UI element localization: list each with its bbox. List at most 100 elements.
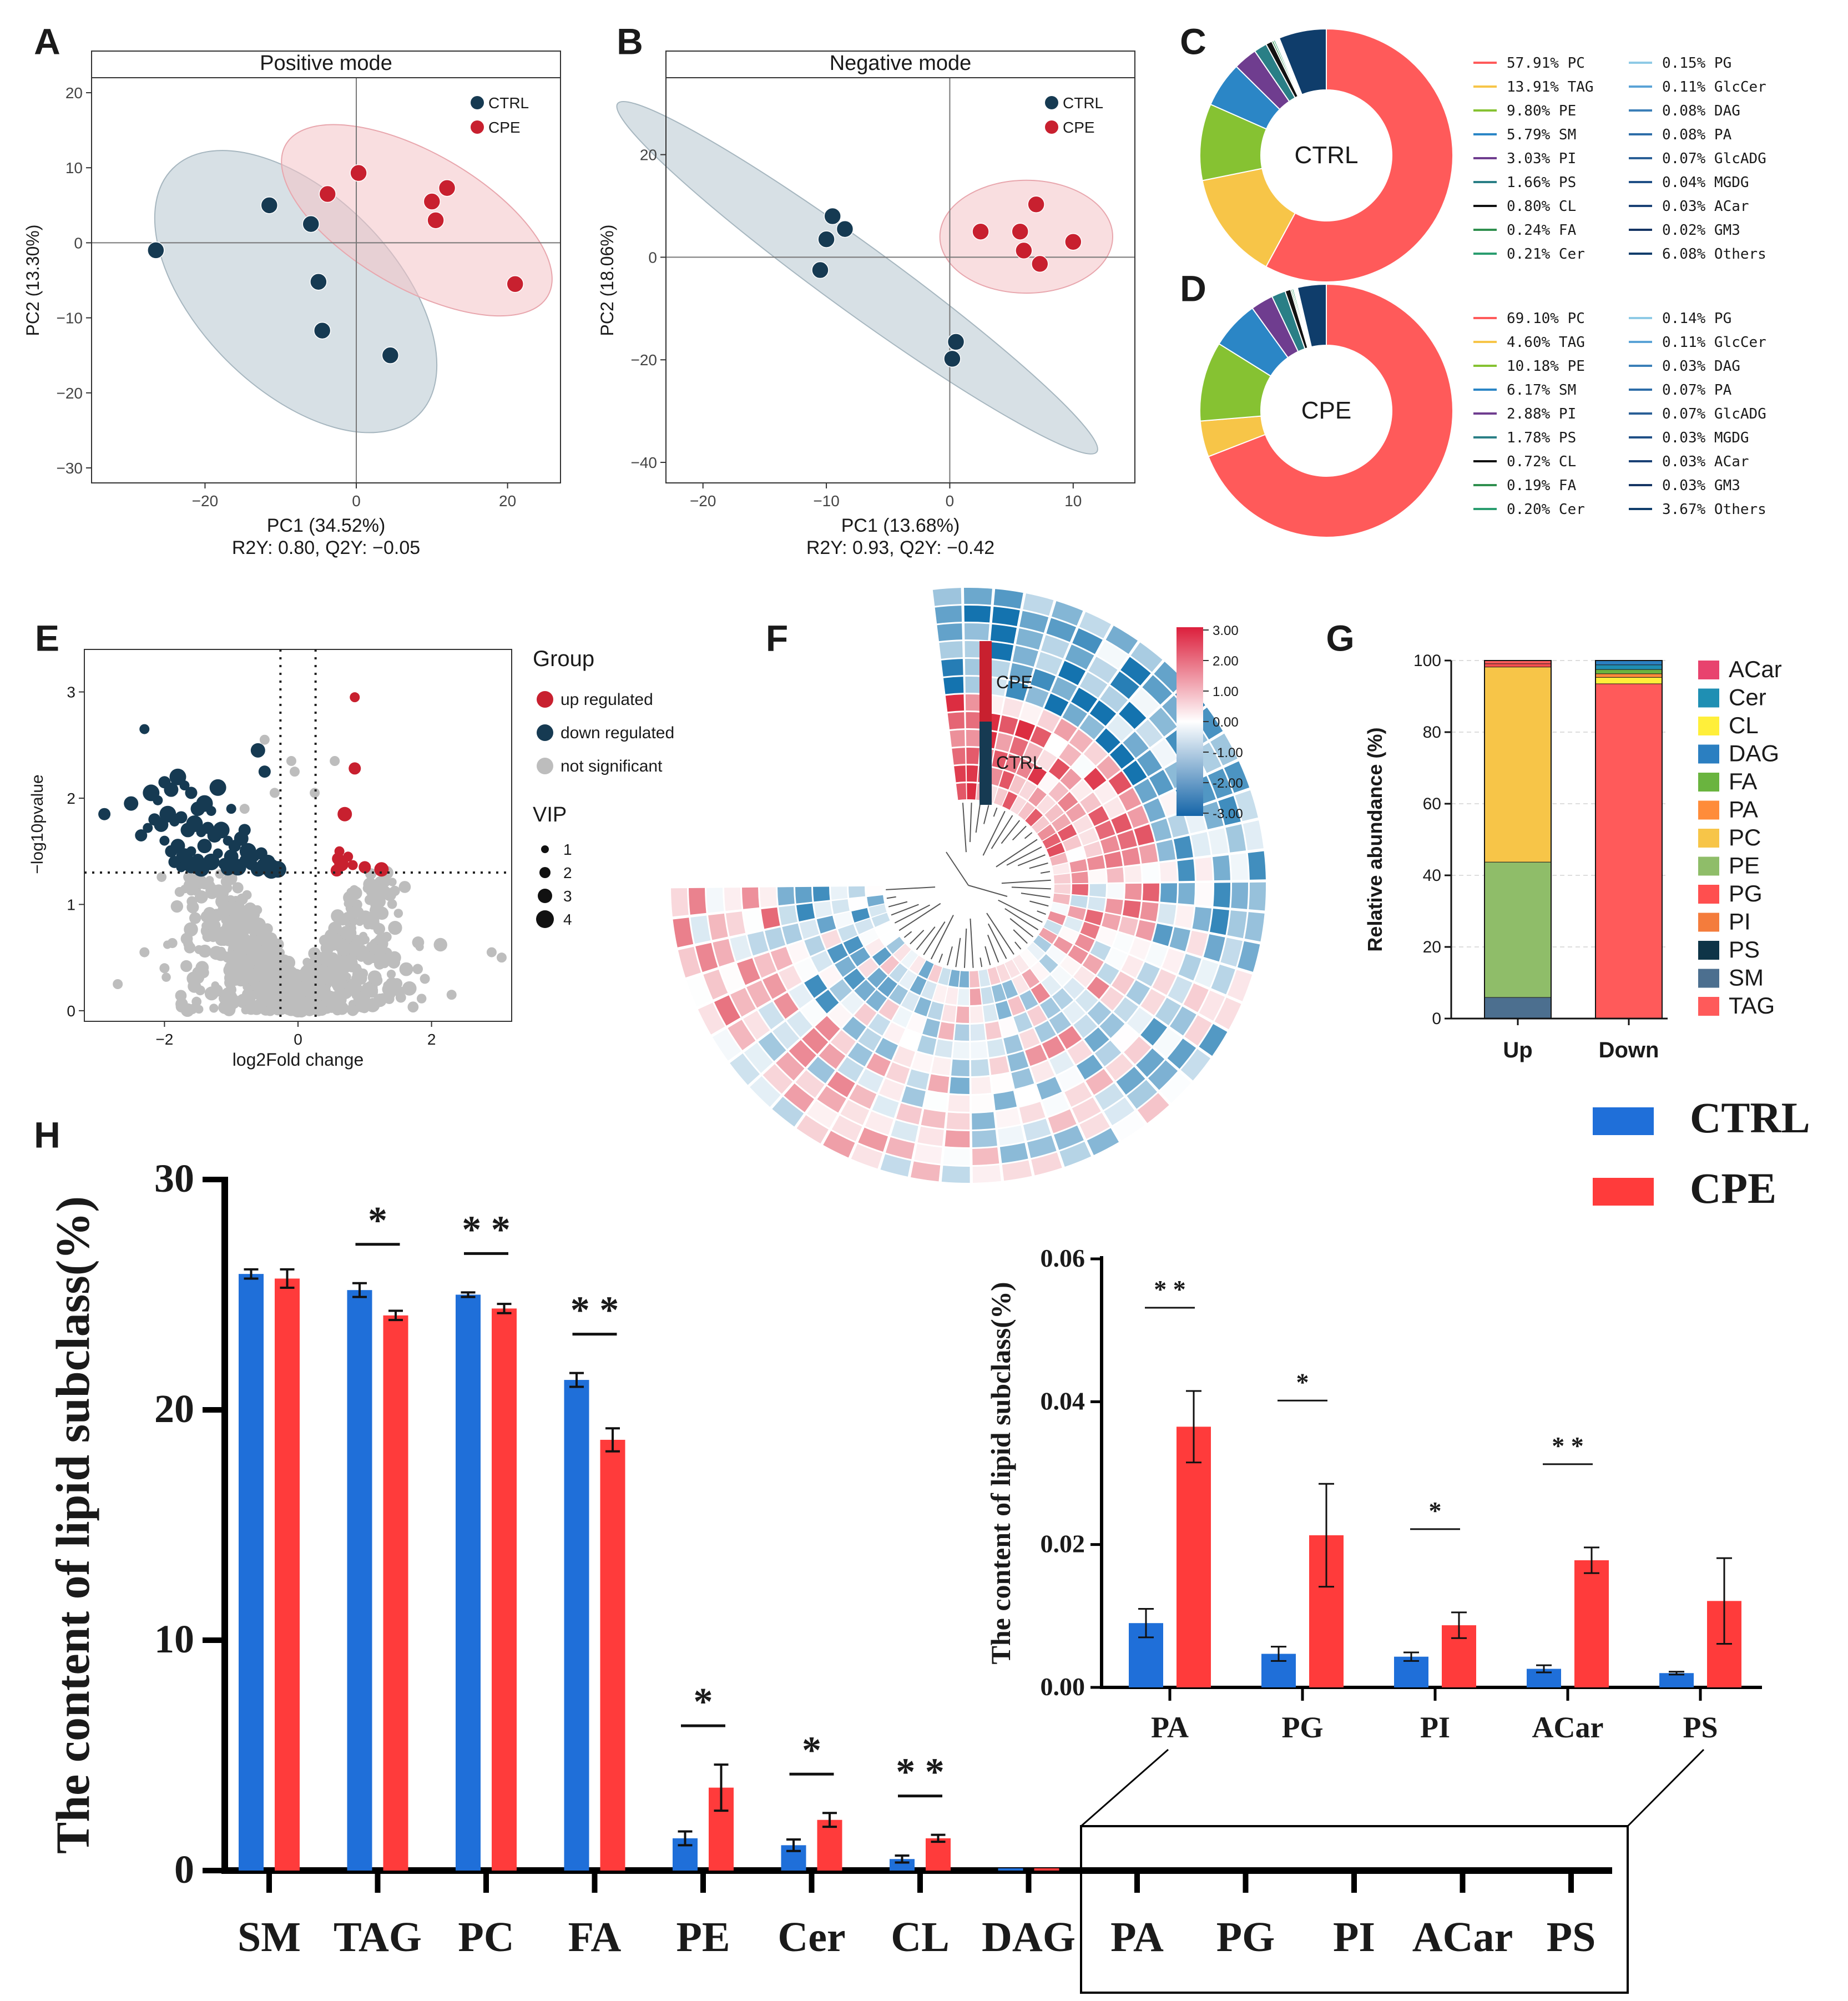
heatmap-cell — [893, 1046, 915, 1067]
x-tick-label: 2 — [427, 1031, 436, 1048]
bar-chart-h: 0 10 20 30 The content of lipid subclass(%) S… — [46, 1093, 1810, 1994]
heatmap-cell — [1079, 1112, 1110, 1140]
heatmap-cell — [972, 1147, 999, 1165]
point-cpe — [1011, 223, 1029, 240]
inset-y-tick-label: 0.02 — [1041, 1530, 1085, 1558]
heatmap-cell — [1214, 997, 1241, 1030]
colorbar-tick-label: 1.00 — [1213, 684, 1239, 699]
heatmap-cell — [907, 1013, 926, 1034]
legend-label-ctrl: CTRL — [488, 94, 529, 112]
heatmap-cell — [1072, 884, 1088, 896]
dendrogram-branch — [982, 810, 1006, 856]
heatmap-cell — [1031, 816, 1050, 834]
colorbar-tick-label: 0.00 — [1213, 715, 1239, 730]
legend-label-sm: SM — [1729, 965, 1764, 991]
point-not-significant — [289, 767, 300, 777]
heatmap-cell — [1224, 761, 1250, 793]
legend-entry: 69.10% PC — [1507, 310, 1585, 327]
significance-marker: * * — [896, 1751, 945, 1794]
heatmap-cell — [747, 931, 769, 956]
heatmap-cell — [1097, 962, 1119, 985]
legend-entry: 0.08% DAG — [1662, 103, 1740, 119]
heatmap-cell — [789, 983, 813, 1009]
heatmap-cell — [896, 1103, 922, 1125]
heatmap-cell — [1152, 969, 1177, 995]
point-not-significant — [218, 1001, 231, 1014]
heatmap-cell — [1130, 642, 1163, 672]
heatmap-cell — [871, 913, 890, 928]
size-legend-label: 4 — [563, 911, 572, 928]
heatmap-cell — [888, 984, 908, 1005]
group-bar-cpe — [979, 641, 992, 730]
point-not-significant — [446, 990, 457, 1000]
point-cpe — [350, 164, 367, 182]
point-not-significant — [347, 1004, 358, 1015]
point-down-regulated — [197, 839, 212, 854]
legend-entry: 1.78% PS — [1507, 430, 1576, 446]
dendrogram-branch — [993, 807, 998, 817]
slice-others — [1296, 283, 1327, 348]
heatmap-cell — [1097, 755, 1120, 780]
heatmap-cell — [1041, 635, 1069, 659]
point-not-significant — [161, 972, 171, 982]
heatmap-cell — [1083, 841, 1103, 858]
heatmap-cell — [1027, 765, 1047, 785]
heatmap-cell — [858, 1028, 882, 1051]
heatmap-cell — [891, 1120, 918, 1142]
heatmap-cell — [917, 1126, 944, 1146]
inset-x-tick-label: ACar — [1532, 1711, 1604, 1744]
heatmap-cell — [943, 677, 964, 694]
heatmap-cell — [1149, 769, 1174, 796]
point-not-significant — [242, 890, 252, 900]
heatmap-cell — [1097, 641, 1128, 669]
heatmap-cell — [859, 928, 879, 946]
x-tick-label: SM — [238, 1914, 301, 1960]
heatmap-cell — [950, 1077, 970, 1094]
x-axis-label: PC1 (13.68%) — [841, 515, 960, 536]
heatmap-cell — [1105, 898, 1123, 915]
heatmap-cell — [1139, 843, 1158, 864]
bar-cpe-fa — [600, 1439, 625, 1871]
heatmap-cell — [1047, 911, 1066, 925]
heatmap-cell — [1084, 1027, 1109, 1052]
point-up-regulated — [359, 861, 371, 874]
donut-center-label: CPE — [1301, 397, 1351, 424]
heatmap-cell — [1080, 921, 1100, 939]
point-not-significant — [221, 909, 230, 918]
point-ctrl — [824, 207, 841, 225]
y-tick-label: 10 — [154, 1617, 194, 1661]
heatmap-cell — [993, 589, 1023, 609]
legend-label-pa: PA — [1729, 797, 1758, 823]
heatmap-cell — [1231, 882, 1248, 909]
heatmap-cell — [1199, 1024, 1228, 1056]
legend-entry: 0.24% FA — [1507, 222, 1577, 239]
x-axis-subtitle: R2Y: 0.93, Q2Y: −0.42 — [806, 537, 994, 558]
heatmap-cell — [1084, 909, 1104, 926]
bar-segment-tag — [1595, 683, 1663, 1019]
heatmap-cell — [1025, 1044, 1047, 1066]
legend-label-cl: CL — [1729, 712, 1759, 738]
heatmap-cell — [777, 887, 795, 906]
legend-entry: 2.88% PI — [1507, 406, 1576, 422]
legend-swatch-acar — [1698, 661, 1719, 679]
heatmap-cell — [966, 730, 981, 747]
heatmap-cell — [971, 1094, 993, 1112]
x-tick-label: PE — [676, 1914, 730, 1960]
heatmap-cell — [1011, 1068, 1034, 1089]
bar-ctrl-fa — [564, 1380, 589, 1871]
dendrogram-branch — [998, 899, 1043, 923]
title-strip — [91, 51, 561, 78]
y-axis-label: −log10pvalue — [28, 774, 47, 874]
inset-y-tick-label: 0.00 — [1041, 1672, 1085, 1701]
point-down-regulated — [250, 743, 265, 758]
heatmap-cell — [1030, 726, 1052, 748]
y-axis-label: Relative abundance (%) — [1364, 727, 1386, 951]
panel-label-D: D — [1180, 268, 1206, 309]
heatmap-cell — [1027, 1005, 1047, 1026]
donut-c: CTRL 57.91% PC 13.91% TAG 9.80% PE 5.79% SM 3… — [1199, 28, 1766, 283]
point-down-regulated — [159, 835, 170, 846]
x-tick-label: DAG — [982, 1914, 1076, 1960]
heatmap-cell — [1049, 1011, 1072, 1034]
heatmap-cell — [804, 974, 827, 998]
point-down-regulated — [186, 815, 203, 832]
